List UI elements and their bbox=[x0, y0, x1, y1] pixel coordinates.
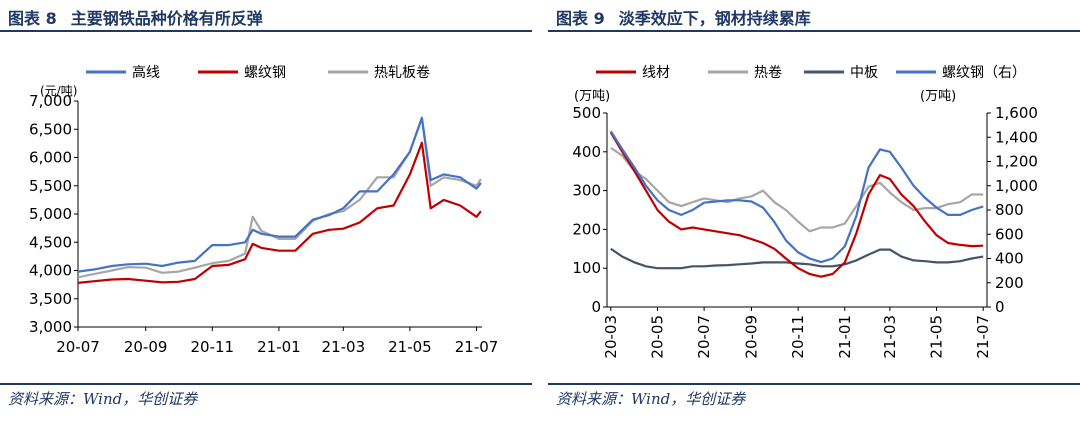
y-tick-label: 3,000 bbox=[29, 318, 72, 336]
right-y-tick-label: 1,000 bbox=[995, 177, 1038, 195]
figure-title: 图表 8 主要钢铁品种价格有所反弹 bbox=[8, 5, 263, 29]
series-line-高线 bbox=[77, 116, 482, 273]
x-tick-label: 21-07 bbox=[455, 338, 499, 356]
series-line-螺纹钢（右） bbox=[609, 130, 984, 264]
legend-label: 中板 bbox=[850, 65, 878, 81]
source-note: 资料来源：Wind，华创证券 bbox=[556, 390, 746, 408]
figure-title-text: 淡季效应下，钢材持续累库 bbox=[618, 9, 811, 28]
x-tick-label: 21-05 bbox=[388, 338, 432, 356]
series-line-热卷 bbox=[610, 146, 984, 233]
figure-9-panel: 图表 9 淡季效应下，钢材持续累库 0 100 200 300 400 500 0 200 400… bbox=[548, 0, 1080, 422]
y-tick-label: 6,500 bbox=[29, 120, 72, 138]
inventory-line-chart: 0 100 200 300 400 500 0 200 400 600 800 1,000 1,200 1… bbox=[572, 65, 1038, 359]
legend-label: 高线 bbox=[132, 64, 160, 81]
left-y-tick-label: 0 bbox=[591, 298, 601, 316]
left-y-tick-label: 500 bbox=[572, 104, 601, 122]
left-y-tick-label: 300 bbox=[572, 182, 601, 200]
figure-title-text: 主要钢铁品种价格有所反弹 bbox=[70, 9, 263, 28]
x-tick-label: 20-05 bbox=[648, 315, 666, 359]
figure-number: 图表 9 bbox=[556, 9, 605, 28]
x-tick-label: 20-09 bbox=[124, 338, 168, 356]
legend-label: 线材 bbox=[642, 65, 670, 81]
x-tick-label: 20-07 bbox=[695, 315, 713, 359]
source-rule bbox=[548, 383, 1080, 385]
legend-label: 螺纹钢（右） bbox=[942, 65, 1026, 81]
right-y-tick-label: 1,200 bbox=[995, 153, 1038, 171]
source-rule bbox=[0, 383, 532, 385]
x-tick-label: 21-01 bbox=[257, 338, 301, 356]
right-y-tick-label: 0 bbox=[995, 298, 1005, 316]
series-line-热轧板卷 bbox=[77, 116, 482, 279]
figure-8-panel: 图表 8 主要钢铁品种价格有所反弹 3,000 3,500 4,000 4,500 5,0… bbox=[0, 0, 532, 422]
x-tick-label: 20-11 bbox=[191, 338, 235, 356]
left-y-tick-label: 100 bbox=[572, 259, 601, 277]
right-y-tick-label: 200 bbox=[995, 274, 1024, 292]
y-tick-label: 4,500 bbox=[29, 233, 72, 251]
x-tick-label: 20-09 bbox=[743, 315, 761, 359]
x-tick-label: 20-07 bbox=[56, 338, 100, 356]
series-line-螺纹钢 bbox=[77, 141, 482, 284]
y-tick-label: 4,000 bbox=[29, 262, 72, 280]
y-tick-label: 5,500 bbox=[29, 177, 72, 195]
x-tick-label: 20-11 bbox=[789, 315, 807, 359]
right-y-tick-label: 1,400 bbox=[995, 128, 1038, 146]
right-y-tick-label: 800 bbox=[995, 201, 1024, 219]
left-unit-label: (万吨) bbox=[574, 89, 610, 104]
right-y-tick-label: 600 bbox=[995, 225, 1024, 243]
x-tick-label: 21-03 bbox=[881, 315, 899, 359]
right-y-tick-label: 1,600 bbox=[995, 104, 1038, 122]
legend-label: 热轧板卷 bbox=[374, 65, 430, 81]
series-line-中板 bbox=[610, 247, 984, 270]
x-tick-label: 21-03 bbox=[322, 338, 366, 356]
y-tick-label: 3,500 bbox=[29, 290, 72, 308]
title-rule bbox=[548, 30, 1080, 32]
y-tick-label: 5,000 bbox=[29, 205, 72, 223]
legend-label: 热卷 bbox=[754, 65, 782, 81]
figure-title: 图表 9 淡季效应下，钢材持续累库 bbox=[556, 5, 811, 29]
figure-number: 图表 8 bbox=[8, 9, 57, 28]
x-tick-label: 20-03 bbox=[602, 315, 620, 359]
y-unit-label: (元/吨) bbox=[40, 84, 77, 98]
left-y-tick-label: 400 bbox=[572, 143, 601, 161]
y-tick-label: 7,000 bbox=[29, 92, 72, 110]
left-y-tick-label: 200 bbox=[572, 220, 601, 238]
price-line-chart: 3,000 3,500 4,000 4,500 5,000 5,500 6,000 6,500… bbox=[29, 64, 499, 356]
series-line-线材 bbox=[609, 131, 984, 278]
x-tick-label: 21-07 bbox=[974, 315, 992, 359]
source-note: 资料来源：Wind，华创证券 bbox=[8, 390, 198, 408]
x-tick-label: 21-01 bbox=[836, 315, 854, 359]
x-tick-label: 21-05 bbox=[928, 315, 946, 359]
right-y-tick-label: 400 bbox=[995, 250, 1024, 268]
title-rule bbox=[0, 30, 532, 32]
legend-label: 螺纹钢 bbox=[244, 65, 286, 81]
y-tick-label: 6,000 bbox=[29, 149, 72, 167]
right-unit-label: (万吨) bbox=[920, 89, 956, 104]
